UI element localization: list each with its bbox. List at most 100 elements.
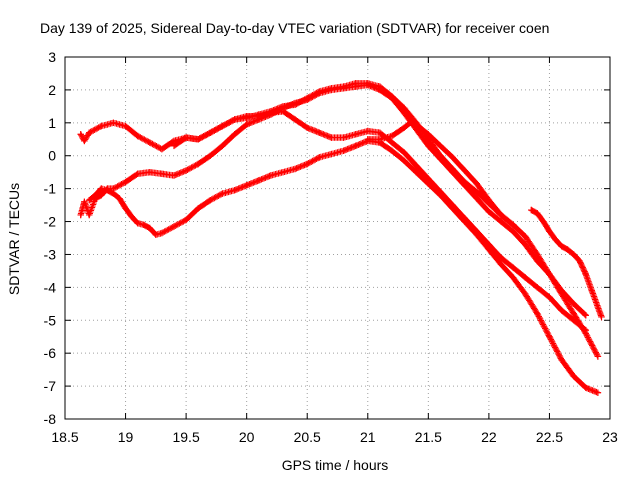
data-point: [116, 195, 123, 202]
data-point: [546, 271, 553, 278]
y-tick-label: -4: [44, 279, 57, 295]
y-tick-label: -5: [44, 312, 57, 328]
data-point: [98, 122, 105, 130]
x-tick-label: 22: [481, 429, 497, 445]
data-point: [485, 246, 493, 253]
x-tick-label: 21: [360, 429, 376, 445]
data-point: [98, 185, 105, 192]
data-point: [134, 219, 141, 227]
x-tick-labels: 18.5 19 19.5 20 20.5 21 21.5 22 22.5 23: [51, 429, 618, 445]
data-point: [461, 167, 468, 174]
data-point: [98, 192, 105, 199]
data-point: [195, 136, 202, 143]
data-point: [388, 93, 396, 100]
data-point: [558, 243, 565, 250]
data-point: [400, 149, 408, 156]
data-point: [400, 104, 408, 112]
data-point: [461, 218, 468, 225]
data-point: [522, 274, 529, 281]
data-point: [316, 129, 323, 136]
y-tick-label: -3: [44, 246, 57, 262]
data-point: [340, 134, 347, 141]
data-point: [81, 198, 88, 205]
data-point: [376, 83, 384, 90]
data-point: [509, 264, 517, 271]
data-point: [509, 228, 517, 235]
data-point: [86, 211, 93, 219]
data-point: [291, 101, 299, 108]
data-point: [81, 137, 88, 145]
data-point: [328, 134, 335, 141]
data-point: [473, 188, 480, 196]
data-point: [316, 154, 323, 161]
axis-ticks: [64, 56, 611, 420]
data-series: [77, 80, 605, 396]
y-tick-label: 1: [48, 115, 56, 131]
data-point: [485, 208, 493, 215]
y-tick-label: -6: [44, 345, 57, 361]
y-tick-label: 2: [48, 82, 56, 98]
data-point: [449, 165, 456, 173]
data-point: [352, 142, 359, 150]
data-point: [497, 261, 505, 268]
data-point: [146, 139, 153, 146]
data-point: [152, 231, 160, 238]
data-point: [207, 129, 214, 136]
data-point: [86, 129, 93, 136]
chart-title: Day 139 of 2025, Sidereal Day-to-day VTE…: [40, 20, 549, 36]
data-point: [582, 330, 589, 337]
data-point: [570, 251, 577, 258]
data-point: [509, 274, 517, 281]
data-point: [594, 303, 602, 311]
x-tick-label: 19.5: [172, 429, 199, 445]
data-point: [243, 114, 250, 122]
data-point: [104, 187, 111, 194]
data-point: [497, 211, 505, 219]
y-tick-label: -7: [44, 378, 57, 394]
data-point: [279, 168, 287, 176]
data-point: [255, 177, 262, 184]
data-point: [534, 251, 541, 258]
data-point: [77, 131, 84, 138]
series-track-5: [364, 119, 517, 229]
data-point: [170, 223, 178, 230]
data-point: [364, 80, 371, 87]
x-tick-label: 20: [239, 429, 255, 445]
data-point: [158, 229, 166, 237]
data-point: [400, 124, 408, 131]
data-point: [540, 218, 547, 225]
data-point: [400, 157, 408, 164]
data-point: [219, 190, 226, 197]
data-point: [134, 170, 141, 178]
data-point: [92, 192, 99, 199]
data-point: [598, 313, 605, 321]
x-tick-label: 22.5: [536, 429, 563, 445]
x-tick-label: 19: [118, 429, 134, 445]
data-point: [134, 132, 141, 140]
data-point: [195, 205, 202, 212]
series-track-6: [528, 206, 605, 321]
data-point: [219, 142, 226, 150]
data-point: [267, 108, 275, 115]
data-point: [267, 172, 275, 179]
series-markers: [77, 81, 589, 319]
data-point: [182, 167, 190, 174]
series-track-2: [77, 81, 589, 319]
series-markers: [364, 119, 517, 228]
data-point: [582, 384, 589, 391]
data-point: [86, 196, 93, 204]
data-point: [576, 257, 583, 265]
data-point: [376, 136, 384, 143]
data-point: [558, 307, 565, 314]
plot-frame: [64, 56, 611, 420]
data-point: [207, 152, 214, 159]
data-point: [122, 178, 129, 186]
data-point: [388, 139, 396, 146]
data-point: [328, 150, 335, 158]
data-point: [425, 131, 432, 138]
data-point: [594, 389, 602, 396]
data-point: [231, 187, 238, 194]
series-track-3: [86, 137, 602, 396]
data-point: [425, 180, 432, 187]
data-point: [461, 178, 468, 186]
